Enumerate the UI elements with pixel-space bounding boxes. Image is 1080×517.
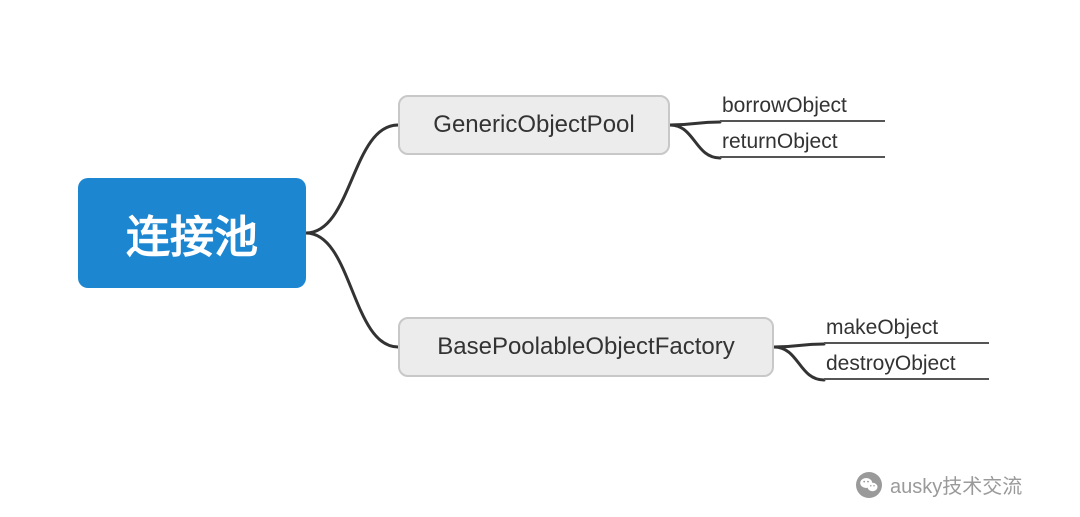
node-label: BasePoolableObjectFactory: [437, 333, 735, 361]
leaf-label: returnObject: [722, 130, 838, 154]
root-label: 连接池: [126, 201, 258, 265]
node-generic-object-pool: GenericObjectPool: [398, 95, 670, 155]
leaf-label: borrowObject: [722, 94, 847, 118]
leaf-destroy-object: destroyObject: [824, 350, 989, 380]
leaf-label: makeObject: [826, 316, 938, 340]
node-label: GenericObjectPool: [433, 111, 634, 139]
leaf-label: destroyObject: [826, 352, 956, 376]
node-base-poolable-object-factory: BasePoolableObjectFactory: [398, 317, 774, 377]
root-node: 连接池: [78, 178, 306, 288]
wechat-icon: [856, 472, 882, 498]
leaf-return-object: returnObject: [720, 128, 885, 158]
leaf-borrow-object: borrowObject: [720, 92, 885, 122]
watermark-text: ausky技术交流: [890, 470, 1022, 499]
watermark: ausky技术交流: [856, 470, 1022, 499]
diagram-canvas: 连接池 GenericObjectPool borrowObject retur…: [0, 0, 1080, 517]
leaf-make-object: makeObject: [824, 314, 989, 344]
